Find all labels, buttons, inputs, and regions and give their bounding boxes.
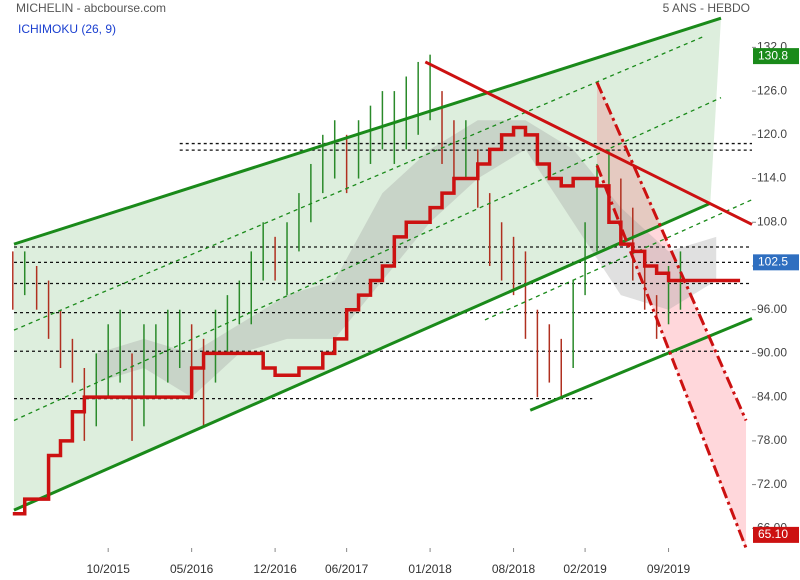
price-marker-label: 130.8 — [758, 48, 788, 62]
y-tick-label: 114.0 — [757, 171, 786, 185]
y-tick-label: 84.00 — [757, 389, 787, 403]
channel-fill — [597, 82, 747, 549]
y-tick-label: 108.0 — [757, 214, 787, 228]
trendline — [529, 317, 753, 412]
trendline — [13, 35, 706, 331]
y-tick-label: 96.00 — [757, 302, 787, 316]
y-tick-label: 90.00 — [757, 346, 787, 360]
x-tick-label: 12/2016 — [253, 562, 297, 576]
trendline — [484, 199, 753, 321]
x-tick-label: 10/2015 — [86, 562, 130, 576]
price-marker — [753, 48, 799, 65]
price-marker-label: 102.5 — [758, 255, 788, 269]
x-tick-label: 09/2019 — [647, 562, 691, 576]
indicator-label: ICHIMOKU (26, 9) — [18, 22, 116, 36]
trendline — [13, 97, 722, 422]
trendline — [595, 81, 748, 422]
chart-title: MICHELIN - abcbourse.com — [16, 1, 166, 15]
price-marker — [753, 526, 799, 543]
y-tick-label: 78.00 — [757, 433, 787, 447]
kijun-line — [12, 125, 741, 516]
x-tick-label: 02/2019 — [563, 562, 607, 576]
price-marker-label: 65.10 — [758, 527, 788, 541]
x-tick-label: 05/2016 — [170, 562, 214, 576]
price-marker — [753, 254, 799, 271]
x-tick-label: 01/2018 — [408, 562, 452, 576]
trendline — [424, 60, 753, 226]
x-tick-label: 06/2017 — [325, 562, 369, 576]
x-tick-label: 08/2018 — [492, 562, 536, 576]
chart-subtitle: 5 ANS - HEBDO — [663, 1, 750, 15]
trendline — [13, 201, 711, 512]
y-tick-label: 72.00 — [757, 477, 787, 491]
ichimoku-cloud — [96, 120, 717, 398]
y-tick-label: 120.0 — [757, 127, 787, 141]
y-tick-label: 126.0 — [757, 83, 787, 97]
trendline — [13, 16, 722, 246]
